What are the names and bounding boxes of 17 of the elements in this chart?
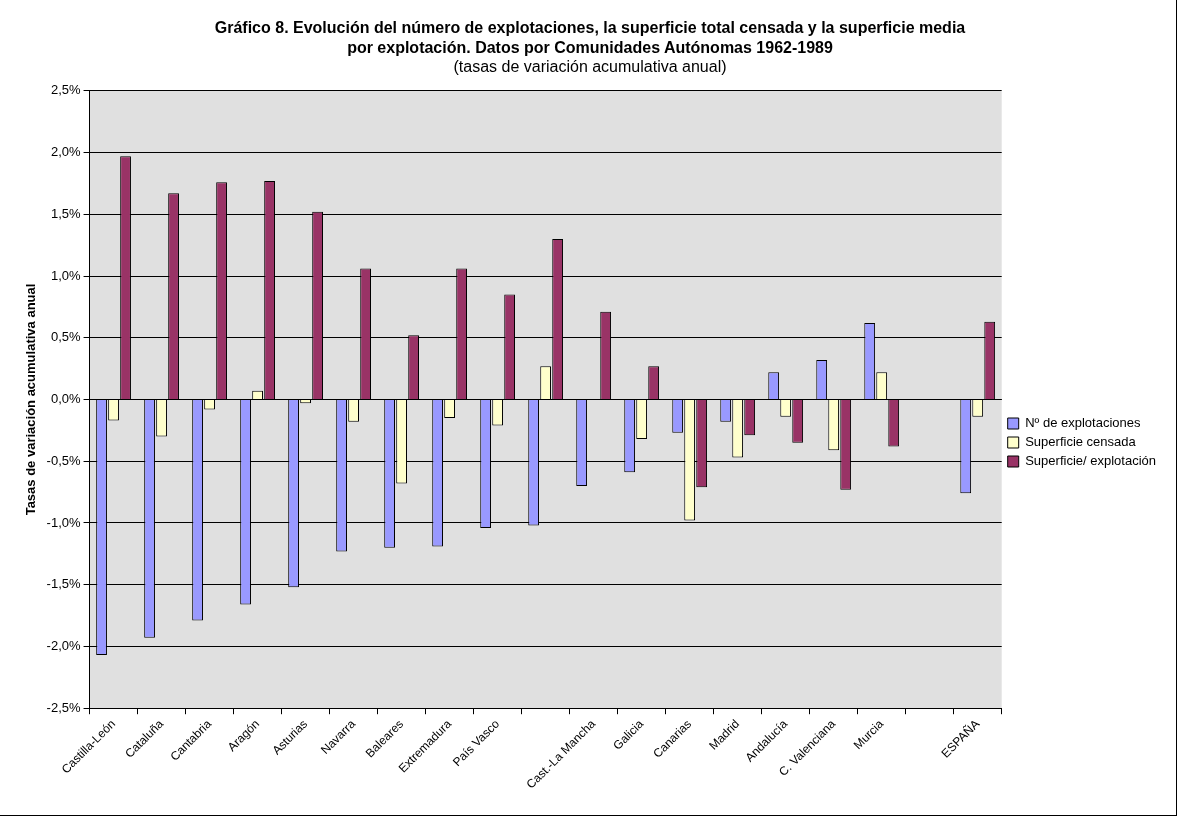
y-tick-label: 0,5%	[50, 329, 81, 345]
legend-label: Nº de explotaciones	[1025, 415, 1142, 431]
y-tick-label: 2,5%	[50, 82, 81, 98]
y-tick-label: -2,5%	[46, 699, 81, 715]
y-tick-label: 1,0%	[50, 267, 81, 283]
y-tick-label: -1,5%	[46, 576, 81, 592]
y-tick-label: 0,0%	[50, 391, 81, 407]
chart-subtitle: (tasas de variación acumulativa anual)	[452, 58, 728, 76]
legend-label: Superficie/ explotación	[1025, 453, 1157, 469]
y-axis-title: Tasas de variación acumulativa anual	[23, 283, 39, 516]
y-tick-label: -1,0%	[46, 514, 81, 530]
y-tick-label: -0,5%	[46, 452, 81, 468]
y-tick-label: 2,0%	[50, 144, 81, 160]
y-tick-label: -2,0%	[46, 638, 81, 654]
y-tick-label: 1,5%	[50, 205, 81, 221]
legend-label: Superficie censada	[1025, 434, 1137, 450]
chart-title: Gráfico 8. Evolución del número de explotaciones, la superficie total censada y la superficie media por explotación. Datos por Comunidades Autónomas 1962-1989	[213, 18, 967, 58]
